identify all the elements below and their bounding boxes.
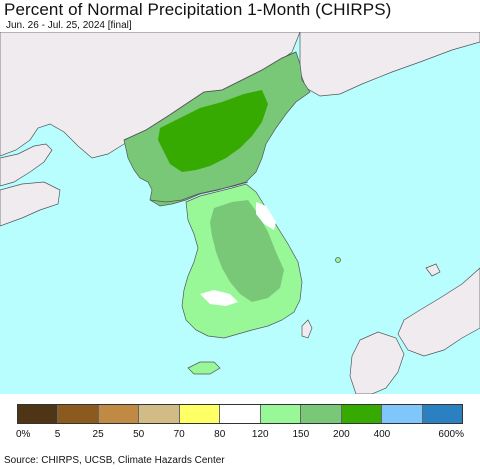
japan-island-north [425, 263, 441, 277]
legend-swatch [18, 405, 59, 423]
legend-swatch [58, 405, 99, 423]
jeju-island [187, 361, 221, 375]
legend-swatch [260, 405, 302, 423]
south-korea-wet-zone [210, 200, 284, 302]
legend-swatch [301, 405, 342, 423]
color-legend [17, 404, 463, 424]
nk-china-border [123, 51, 297, 141]
japan-kyushu-shikoku [349, 331, 405, 394]
legend-tick-label: 0% [16, 429, 31, 440]
legend-swatch [341, 405, 383, 423]
legend-swatch [139, 405, 180, 423]
legend-tick-label: 120 [251, 429, 269, 440]
map-title: Percent of Normal Precipitation 1-Month … [4, 0, 392, 19]
ulleung-island [335, 257, 341, 263]
map-subtitle: Jun. 26 - Jul. 25, 2024 [final] [6, 20, 132, 31]
legend-tick-label: 70 [173, 429, 185, 440]
china-coast-west [0, 143, 53, 187]
legend-swatch [422, 405, 462, 423]
legend-tick-label: 200 [333, 429, 350, 440]
source-credit: Source: CHIRPS, UCSB, Climate Hazards Ce… [4, 455, 225, 466]
korea-dmz-border [149, 181, 249, 203]
precipitation-map [0, 32, 480, 394]
legend-tick-label: 50 [133, 429, 145, 440]
legend-tick-label: 600% [438, 429, 464, 440]
legend-tick-label: 80 [214, 429, 226, 440]
south-korea-normal-zone-east [256, 202, 276, 230]
shandong-peninsula [0, 181, 61, 227]
legend-tick-label: 5 [54, 429, 61, 440]
legend-tick-label: 400 [373, 429, 391, 440]
north-korea-core [158, 90, 268, 172]
legend-swatch [98, 405, 140, 423]
south-korea-normal-zone-south [200, 290, 238, 306]
japan-honshu [397, 267, 480, 357]
legend-swatch [220, 405, 261, 423]
legend-swatch [179, 405, 221, 423]
legend-swatch [382, 405, 423, 423]
legend-tick-label: 150 [292, 429, 310, 440]
legend-tick-label: 25 [92, 429, 104, 440]
tsushima-island [301, 319, 313, 339]
